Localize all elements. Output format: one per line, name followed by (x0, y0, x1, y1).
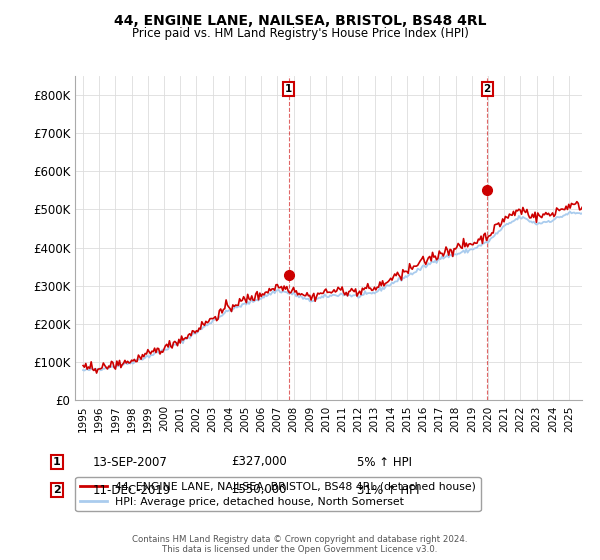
Text: 11-DEC-2019: 11-DEC-2019 (93, 483, 172, 497)
Text: Price paid vs. HM Land Registry's House Price Index (HPI): Price paid vs. HM Land Registry's House … (131, 27, 469, 40)
Text: £327,000: £327,000 (231, 455, 287, 469)
Text: 13-SEP-2007: 13-SEP-2007 (93, 455, 168, 469)
Text: 31% ↑ HPI: 31% ↑ HPI (357, 483, 419, 497)
Text: £550,000: £550,000 (231, 483, 287, 497)
Legend: 44, ENGINE LANE, NAILSEA, BRISTOL, BS48 4RL (detached house), HPI: Average price: 44, ENGINE LANE, NAILSEA, BRISTOL, BS48 … (76, 477, 481, 511)
Text: Contains HM Land Registry data © Crown copyright and database right 2024.
This d: Contains HM Land Registry data © Crown c… (132, 535, 468, 554)
Text: 2: 2 (53, 485, 61, 495)
Text: 2: 2 (484, 84, 491, 94)
Text: 1: 1 (285, 84, 292, 94)
Text: 1: 1 (53, 457, 61, 467)
Text: 44, ENGINE LANE, NAILSEA, BRISTOL, BS48 4RL: 44, ENGINE LANE, NAILSEA, BRISTOL, BS48 … (114, 14, 486, 28)
Text: 5% ↑ HPI: 5% ↑ HPI (357, 455, 412, 469)
